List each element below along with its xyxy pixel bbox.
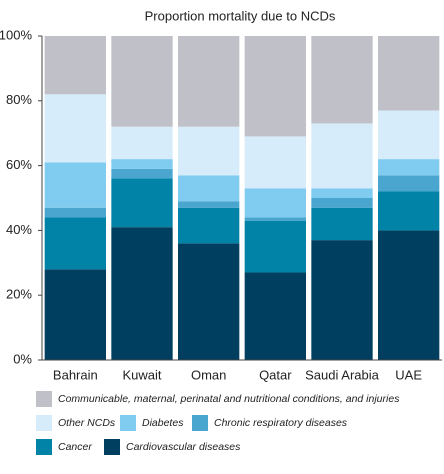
- bar-segment: [378, 191, 440, 231]
- bar-segment: [44, 269, 106, 360]
- bar-segment: [111, 227, 173, 360]
- bar-segment: [44, 207, 106, 218]
- bar-segment: [111, 36, 173, 127]
- x-tick-label: UAE: [395, 367, 422, 382]
- bar-segment: [44, 94, 106, 163]
- bar-segment: [311, 188, 373, 198]
- legend-label: Chronic respiratory diseases: [214, 417, 348, 429]
- bar-segment: [44, 217, 106, 270]
- y-tick-label: 80%: [6, 92, 32, 107]
- bar-segment: [178, 243, 240, 360]
- x-tick-label: Oman: [191, 367, 226, 382]
- bar-segment: [244, 272, 306, 360]
- bar-segment: [244, 36, 306, 137]
- bar-segment: [111, 126, 173, 160]
- x-tick-label: Bahrain: [53, 367, 98, 382]
- legend-label: Communicable, maternal, perinatal and nu…: [58, 393, 400, 405]
- bar-segment: [378, 36, 440, 111]
- bar-segment: [311, 123, 373, 189]
- bar-segment: [378, 110, 440, 160]
- legend-label: Other NCDs: [58, 417, 116, 429]
- legend-swatch: [120, 415, 136, 431]
- legend-label: Cardiovascular diseases: [126, 441, 241, 453]
- y-tick-label: 100%: [0, 27, 32, 42]
- bar-segment: [111, 168, 173, 179]
- bar-segment: [244, 217, 306, 221]
- bar-segment: [244, 188, 306, 218]
- bar-segment: [111, 178, 173, 228]
- legend-swatch: [36, 391, 52, 407]
- legend-swatch: [192, 415, 208, 431]
- bar-segment: [311, 240, 373, 360]
- bar-segment: [378, 175, 440, 192]
- bar-segment: [378, 230, 440, 360]
- legend-label: Cancer: [58, 441, 92, 453]
- bar-segment: [311, 198, 373, 208]
- bar-segment: [178, 207, 240, 244]
- bar-segment: [378, 159, 440, 176]
- legend-swatch: [104, 439, 120, 455]
- y-tick-label: 40%: [6, 222, 32, 237]
- bar-segment: [44, 162, 106, 208]
- bar-segment: [311, 36, 373, 124]
- bar-segment: [178, 201, 240, 208]
- bar-segment: [244, 220, 306, 273]
- bar-segment: [311, 207, 373, 241]
- bar-segment: [178, 126, 240, 176]
- y-tick-label: 0%: [13, 351, 32, 366]
- bar-segment: [244, 136, 306, 189]
- legend-label: Diabetes: [142, 417, 184, 429]
- bar-segment: [178, 175, 240, 202]
- legend-swatch: [36, 439, 52, 455]
- x-tick-label: Kuwait: [122, 367, 161, 382]
- bar-segment: [44, 36, 106, 95]
- bar-segment: [111, 159, 173, 169]
- bar-segment: [178, 36, 240, 127]
- x-tick-label: Saudi Arabia: [305, 367, 379, 382]
- x-tick-label: Qatar: [259, 367, 292, 382]
- legend-swatch: [36, 415, 52, 431]
- y-tick-label: 60%: [6, 157, 32, 172]
- chart-title: Proportion mortality due to NCDs: [145, 8, 336, 23]
- y-tick-label: 20%: [6, 287, 32, 302]
